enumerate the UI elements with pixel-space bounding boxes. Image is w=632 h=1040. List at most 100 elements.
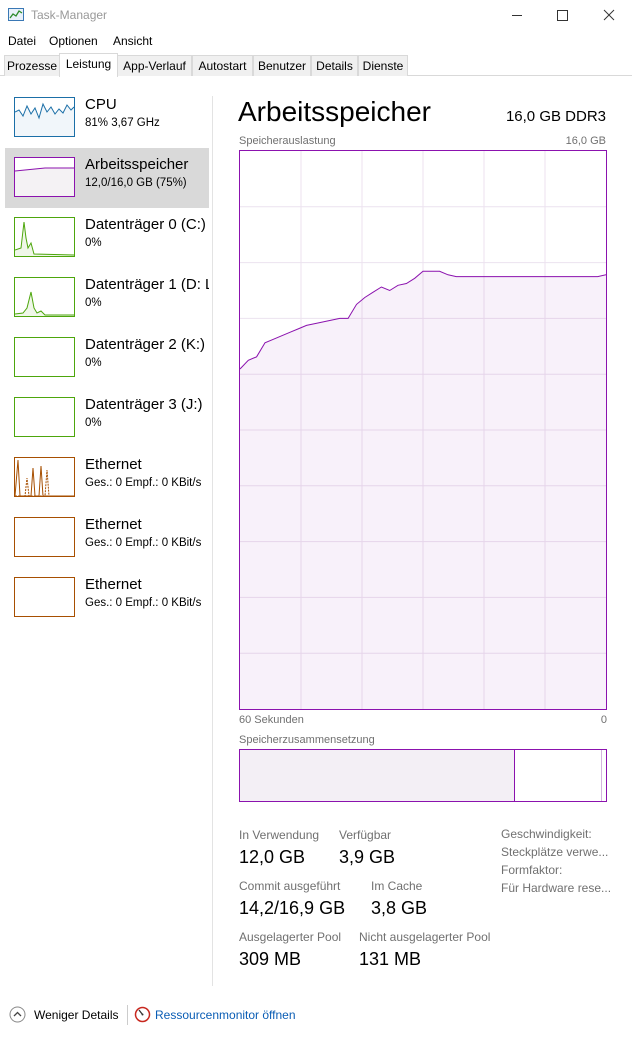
memory-usage-graph — [239, 150, 607, 710]
cpu-mini-graph — [15, 102, 74, 136]
sidebar-item-title: Datenträger 1 (D: L — [85, 276, 209, 293]
sidebar-item-subtitle: 0% — [85, 297, 102, 309]
sidebar-item-subtitle: Ges.: 0 Empf.: 0 KBit/s — [85, 597, 202, 609]
window-title: Task-Manager — [31, 8, 108, 22]
menu-bar: Datei Optionen Ansicht — [0, 31, 632, 51]
commit-label: Commit ausgeführt — [239, 879, 341, 893]
sidebar-item-subtitle: 12,0/16,0 GB (75%) — [85, 177, 187, 189]
task-manager-icon — [8, 8, 24, 21]
title-bar: Task-Manager — [0, 0, 632, 31]
tab-details[interactable]: Details — [311, 55, 358, 76]
sidebar-divider — [212, 96, 213, 986]
sidebar-item-title: Datenträger 3 (J:) — [85, 396, 203, 413]
sidebar-item-subtitle: Ges.: 0 Empf.: 0 KBit/s — [85, 537, 202, 549]
minimize-icon — [512, 15, 522, 16]
available-value: 3,9 GB — [339, 847, 396, 867]
paged-pool-label: Ausgelagerter Pool — [239, 930, 342, 944]
sidebar-item-subtitle: 81% 3,67 GHz — [85, 117, 160, 129]
footer: Weniger Details Ressourcenmonitor öffnen — [0, 996, 632, 1040]
tab-prozesse[interactable]: Prozesse — [4, 55, 60, 76]
disk-1-mini-graph — [15, 291, 74, 316]
chevron-up-icon[interactable] — [9, 1006, 26, 1023]
disk-0-thumbnail — [14, 217, 75, 257]
sidebar-item-title: Ethernet — [85, 576, 142, 593]
memory-composition-bar — [239, 749, 607, 802]
menu-ansicht[interactable]: Ansicht — [113, 34, 153, 48]
usage-line — [240, 270, 606, 370]
disk-0-mini-graph — [15, 221, 74, 256]
minimize-button[interactable] — [494, 0, 540, 31]
footer-separator — [127, 1005, 128, 1025]
usage-area — [240, 271, 606, 709]
sidebar-item-title: Arbeitsspeicher — [85, 156, 189, 173]
ethernet-1-thumbnail — [14, 457, 75, 497]
cpu-thumbnail — [14, 97, 75, 137]
close-button[interactable] — [586, 0, 632, 31]
sidebar-item-title: CPU — [85, 96, 117, 113]
cached-label: Im Cache — [371, 879, 423, 893]
time-range-left: 60 Sekunden — [239, 714, 304, 726]
sidebar-item-memory[interactable]: Arbeitsspeicher 12,0/16,0 GB (75%) — [5, 148, 209, 208]
menu-datei[interactable]: Datei — [8, 34, 37, 48]
memory-thumbnail — [14, 157, 75, 197]
sidebar-item-title: Ethernet — [85, 456, 142, 473]
sidebar-item-subtitle: 0% — [85, 417, 102, 429]
ethernet-3-thumbnail — [14, 577, 75, 617]
usage-max-label: 16,0 GB — [565, 135, 606, 147]
maximize-button[interactable] — [540, 0, 586, 31]
tab-autostart[interactable]: Autostart — [192, 55, 253, 76]
usage-label: Speicherauslastung — [239, 135, 336, 147]
in-use-label: In Verwendung — [239, 828, 320, 842]
form-factor-label: Formfaktor: — [501, 863, 563, 877]
tab-leistung[interactable]: Leistung — [59, 53, 118, 77]
commit-value: 14,2/16,9 GB — [239, 898, 346, 918]
hardware-reserved-label: Für Hardware rese... — [501, 881, 612, 895]
slots-label: Steckplätze verwe... — [501, 845, 609, 859]
memory-usage-chart — [240, 151, 606, 709]
sidebar-item-ethernet-3[interactable]: Ethernet Ges.: 0 Empf.: 0 KBit/s — [5, 568, 209, 628]
sidebar-item-disk-0[interactable]: Datenträger 0 (C:) 0% — [5, 208, 209, 268]
tab-dienste[interactable]: Dienste — [358, 55, 408, 76]
sidebar-item-ethernet-1[interactable]: Ethernet Ges.: 0 Empf.: 0 KBit/s — [5, 448, 209, 508]
sidebar-item-title: Ethernet — [85, 516, 142, 533]
sidebar-item-disk-2[interactable]: Datenträger 2 (K:) 0% — [5, 328, 209, 388]
sidebar-item-subtitle: 0% — [85, 357, 102, 369]
tab-app-verlauf[interactable]: App-Verlauf — [117, 55, 192, 76]
ethernet-2-thumbnail — [14, 517, 75, 557]
sidebar-item-disk-3[interactable]: Datenträger 3 (J:) 0% — [5, 388, 209, 448]
composition-label: Speicherzusammensetzung — [239, 734, 375, 746]
sidebar-item-title: Datenträger 0 (C:) — [85, 216, 206, 233]
paged-pool-value: 309 MB — [239, 949, 302, 969]
available-label: Verfügbar — [339, 828, 392, 842]
tab-bar: Prozesse Leistung App-Verlauf Autostart … — [0, 53, 632, 77]
sidebar-item-disk-1[interactable]: Datenträger 1 (D: L 0% — [5, 268, 209, 328]
speed-label: Geschwindigkeit: — [501, 827, 592, 841]
disk-2-thumbnail — [14, 337, 75, 377]
menu-optionen[interactable]: Optionen — [49, 34, 98, 48]
panel-title: Arbeitsspeicher — [238, 96, 431, 127]
time-range-right: 0 — [600, 714, 607, 726]
disk-1-thumbnail — [14, 277, 75, 317]
fewer-details-link[interactable]: Weniger Details — [34, 1008, 119, 1022]
memory-mini-graph — [15, 167, 74, 196]
memory-spec: 16,0 GB DDR3 — [505, 108, 606, 125]
ethernet-1-mini-graph — [15, 459, 74, 496]
disk-3-thumbnail — [14, 397, 75, 437]
in-use-value: 12,0 GB — [239, 847, 306, 867]
sidebar-item-subtitle: Ges.: 0 Empf.: 0 KBit/s — [85, 477, 202, 489]
sidebar-item-title: Datenträger 2 (K:) — [85, 336, 206, 353]
nonpaged-pool-label: Nicht ausgelagerter Pool — [359, 930, 491, 944]
nonpaged-pool-value: 131 MB — [359, 949, 422, 969]
sidebar-item-cpu[interactable]: CPU 81% 3,67 GHz — [5, 88, 209, 148]
cached-value: 3,8 GB — [371, 898, 428, 918]
resource-sidebar: CPU 81% 3,67 GHz Arbeitsspeicher 12,0/16… — [0, 86, 212, 986]
composition-in-use — [240, 750, 515, 801]
sidebar-item-ethernet-2[interactable]: Ethernet Ges.: 0 Empf.: 0 KBit/s — [5, 508, 209, 568]
resource-monitor-link[interactable]: Ressourcenmonitor öffnen — [155, 1008, 296, 1022]
close-icon — [603, 9, 615, 21]
maximize-icon — [557, 10, 568, 21]
tab-benutzer[interactable]: Benutzer — [253, 55, 311, 76]
resource-monitor-icon — [134, 1006, 151, 1023]
composition-cached — [515, 750, 602, 801]
sidebar-item-subtitle: 0% — [85, 237, 102, 249]
